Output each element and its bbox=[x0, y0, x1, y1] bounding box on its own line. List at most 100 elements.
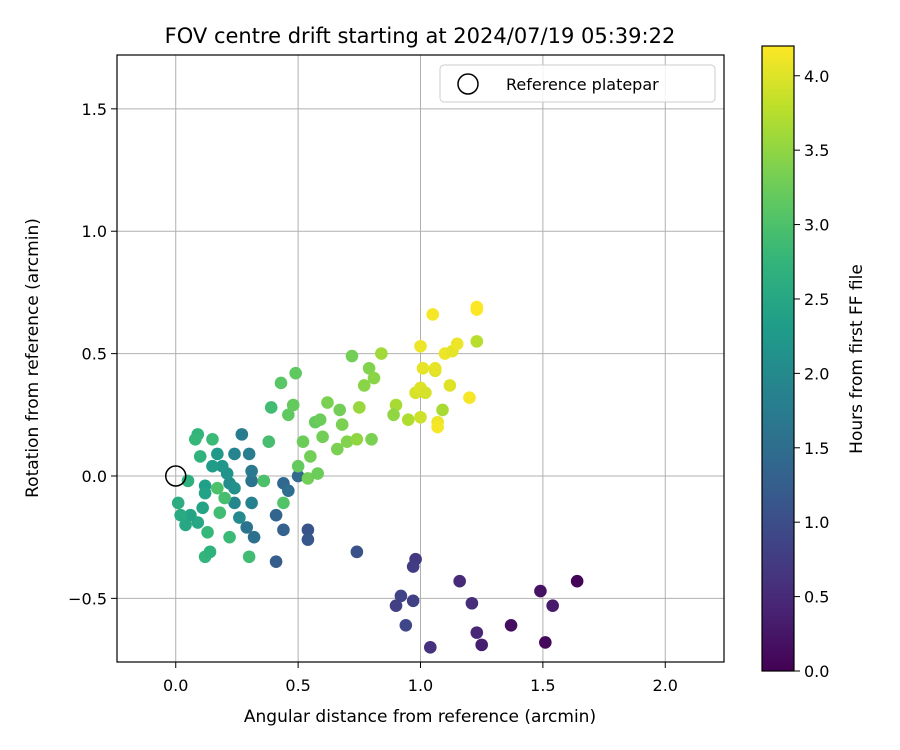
data-point bbox=[296, 435, 310, 449]
colorbar-label: Hours from first FF file bbox=[847, 264, 867, 454]
legend: Reference platepar bbox=[439, 64, 716, 103]
x-tick-label: 0.5 bbox=[285, 676, 310, 695]
data-point bbox=[245, 464, 258, 478]
y-axis-ticks: −0.5 0.0 0.5 1.0 1.5 bbox=[68, 100, 117, 608]
data-point bbox=[313, 413, 327, 426]
data-point bbox=[443, 379, 457, 392]
data-point bbox=[365, 432, 378, 446]
data-point bbox=[301, 533, 315, 546]
data-point bbox=[201, 525, 214, 539]
data-point bbox=[350, 432, 364, 446]
data-point bbox=[181, 474, 195, 488]
data-point bbox=[274, 376, 288, 390]
data-point bbox=[401, 413, 415, 426]
data-point bbox=[399, 618, 413, 632]
data-point bbox=[504, 618, 518, 632]
data-point bbox=[353, 401, 366, 414]
data-point bbox=[198, 486, 212, 500]
data-point bbox=[193, 450, 207, 463]
data-point bbox=[257, 474, 271, 488]
data-point bbox=[436, 403, 449, 417]
data-point bbox=[426, 308, 440, 321]
data-point bbox=[196, 501, 209, 515]
data-point bbox=[228, 496, 241, 510]
data-point bbox=[211, 447, 224, 461]
data-point bbox=[394, 589, 408, 603]
plot-area bbox=[116, 54, 725, 663]
legend-marker bbox=[457, 73, 479, 95]
data-point bbox=[171, 496, 185, 510]
colorbar: 0.0 0.5 1.0 1.5 2.0 2.5 3.0 3.5 4.0 Hours from f… bbox=[761, 45, 867, 681]
data-point bbox=[247, 530, 261, 544]
data-point bbox=[414, 410, 427, 424]
x-axis-title: Angular distance from reference (arcmin) bbox=[244, 707, 596, 727]
data-point bbox=[179, 518, 192, 532]
legend-box bbox=[439, 64, 716, 103]
data-point bbox=[416, 361, 430, 375]
data-point bbox=[291, 469, 305, 483]
data-point bbox=[282, 408, 295, 422]
data-point bbox=[269, 508, 283, 522]
data-point bbox=[431, 420, 444, 434]
colorbar-tick-label: 3.0 bbox=[804, 216, 829, 235]
data-point bbox=[174, 508, 187, 522]
data-point bbox=[245, 474, 258, 488]
colorbar-tick-label: 0.0 bbox=[804, 662, 829, 681]
data-point bbox=[419, 386, 432, 400]
data-point bbox=[264, 401, 278, 414]
data-point bbox=[534, 584, 547, 598]
data-point bbox=[203, 545, 217, 559]
data-point bbox=[228, 481, 241, 495]
data-point bbox=[330, 442, 344, 456]
data-point bbox=[316, 430, 329, 444]
y-tick-label: 0.5 bbox=[82, 345, 107, 364]
data-point bbox=[428, 361, 442, 375]
x-tick-label: 0.0 bbox=[163, 676, 188, 695]
colorbar-tick-label: 2.5 bbox=[804, 290, 829, 309]
data-point bbox=[277, 496, 290, 510]
x-tick-label: 2.0 bbox=[653, 676, 678, 695]
x-axis-ticks: 0.0 0.5 1.0 1.5 2.0 bbox=[163, 662, 678, 695]
colorbar-tick-label: 0.5 bbox=[804, 588, 829, 607]
data-point bbox=[465, 596, 479, 610]
data-point bbox=[269, 555, 283, 568]
y-axis-title: Rotation from reference (arcmin) bbox=[23, 218, 43, 498]
data-point bbox=[463, 391, 476, 404]
data-point bbox=[301, 472, 315, 485]
colorbar-tick-label: 3.5 bbox=[804, 141, 829, 160]
data-point bbox=[423, 641, 437, 654]
data-point bbox=[233, 511, 246, 524]
legend-entry-reference: Reference platepar bbox=[506, 75, 659, 94]
y-tick-label: 1.5 bbox=[82, 100, 107, 119]
data-point bbox=[362, 361, 376, 375]
data-point bbox=[289, 366, 302, 380]
grid-lines bbox=[117, 55, 724, 662]
data-point bbox=[414, 339, 427, 353]
data-point bbox=[311, 467, 325, 480]
data-point bbox=[228, 447, 241, 461]
data-point bbox=[470, 626, 484, 639]
data-point bbox=[242, 447, 256, 461]
y-tick-label: 1.0 bbox=[82, 222, 107, 241]
data-point bbox=[262, 435, 276, 449]
colorbar-tick-label: 1.5 bbox=[804, 439, 829, 458]
data-point bbox=[206, 432, 219, 446]
data-point bbox=[570, 574, 584, 588]
data-point bbox=[277, 523, 290, 537]
data-point bbox=[240, 521, 254, 534]
data-point bbox=[286, 398, 300, 412]
data-point bbox=[282, 484, 295, 497]
data-point bbox=[389, 398, 403, 412]
y-tick-label: −0.5 bbox=[68, 589, 107, 608]
data-point bbox=[189, 432, 202, 446]
data-point bbox=[375, 347, 388, 360]
data-point bbox=[304, 450, 317, 463]
data-point bbox=[242, 550, 256, 564]
data-point bbox=[470, 335, 484, 348]
y-tick-label: 0.0 bbox=[82, 467, 107, 486]
data-point bbox=[350, 545, 364, 559]
data-point bbox=[539, 636, 552, 649]
data-point bbox=[450, 337, 464, 351]
data-point bbox=[235, 428, 249, 441]
